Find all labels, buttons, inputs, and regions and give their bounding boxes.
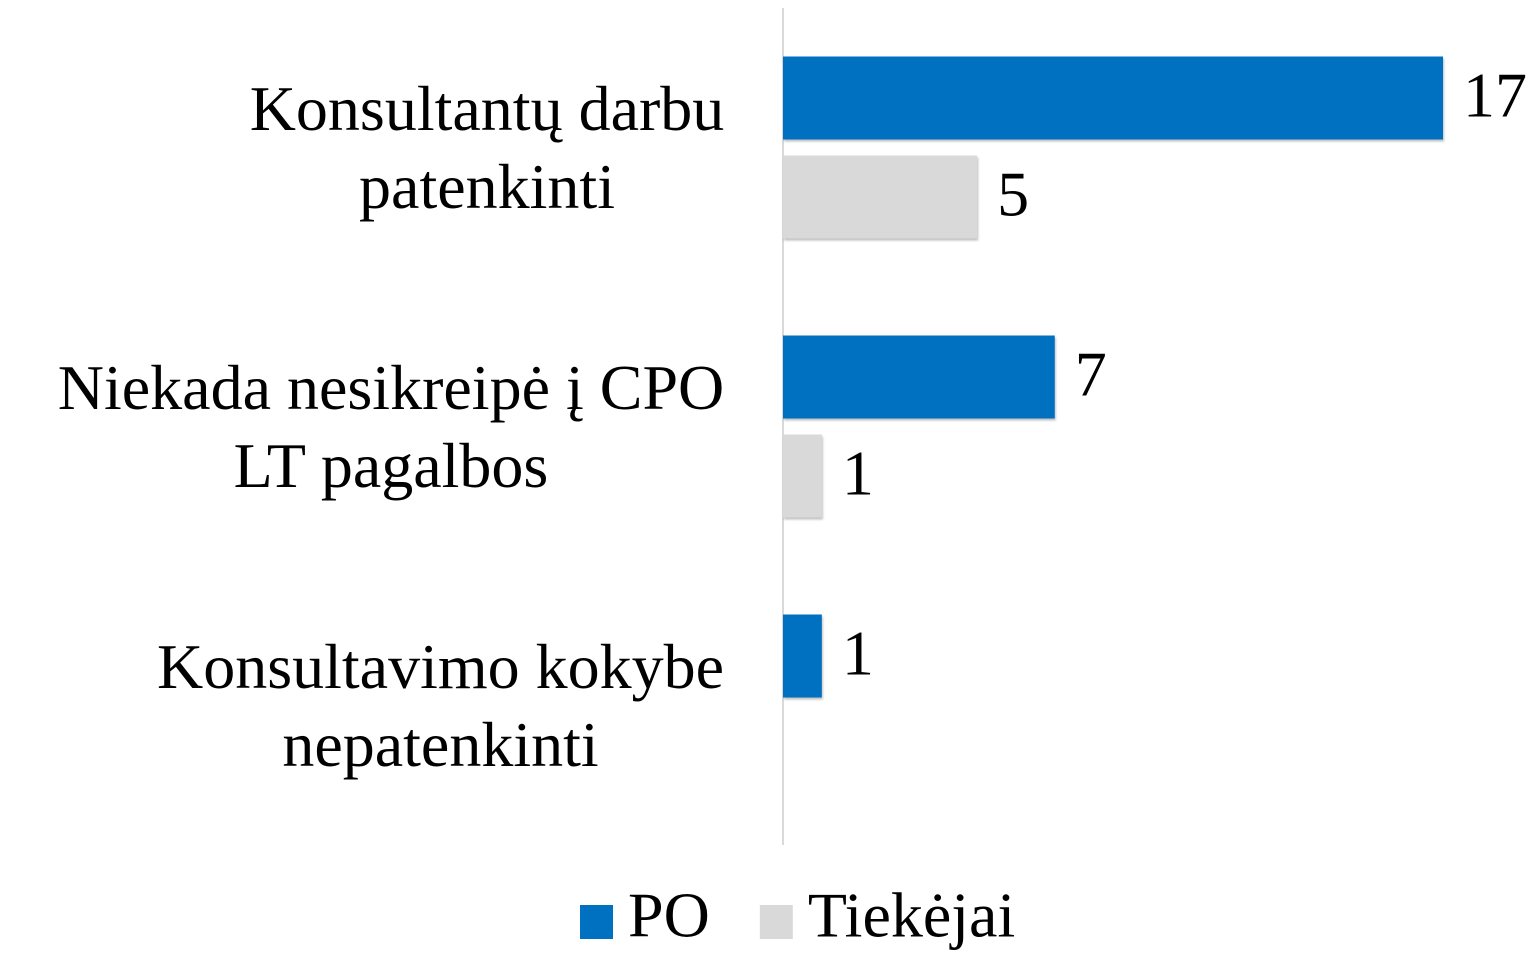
value-label: 17 bbox=[1463, 60, 1527, 131]
legend-swatch bbox=[580, 905, 613, 939]
value-label: 1 bbox=[842, 618, 874, 689]
value-label: 1 bbox=[842, 438, 874, 509]
legend-swatch bbox=[759, 905, 793, 939]
category-label: Konsultantų darbu patenkinti bbox=[249, 72, 725, 222]
bar bbox=[783, 614, 822, 698]
legend-label: PO bbox=[628, 880, 710, 951]
bar bbox=[783, 335, 1055, 419]
bar bbox=[783, 155, 978, 239]
value-label: 5 bbox=[997, 159, 1029, 230]
category-label: Konsultavimo kokybe nepatenkinti bbox=[156, 630, 725, 780]
legend-label: Tiekėjai bbox=[808, 880, 1015, 951]
category-label: Niekada nesikreipė į CPO LT pagalbos bbox=[57, 351, 725, 501]
value-label: 7 bbox=[1075, 339, 1107, 410]
bar bbox=[783, 434, 822, 518]
bar bbox=[783, 56, 1443, 140]
